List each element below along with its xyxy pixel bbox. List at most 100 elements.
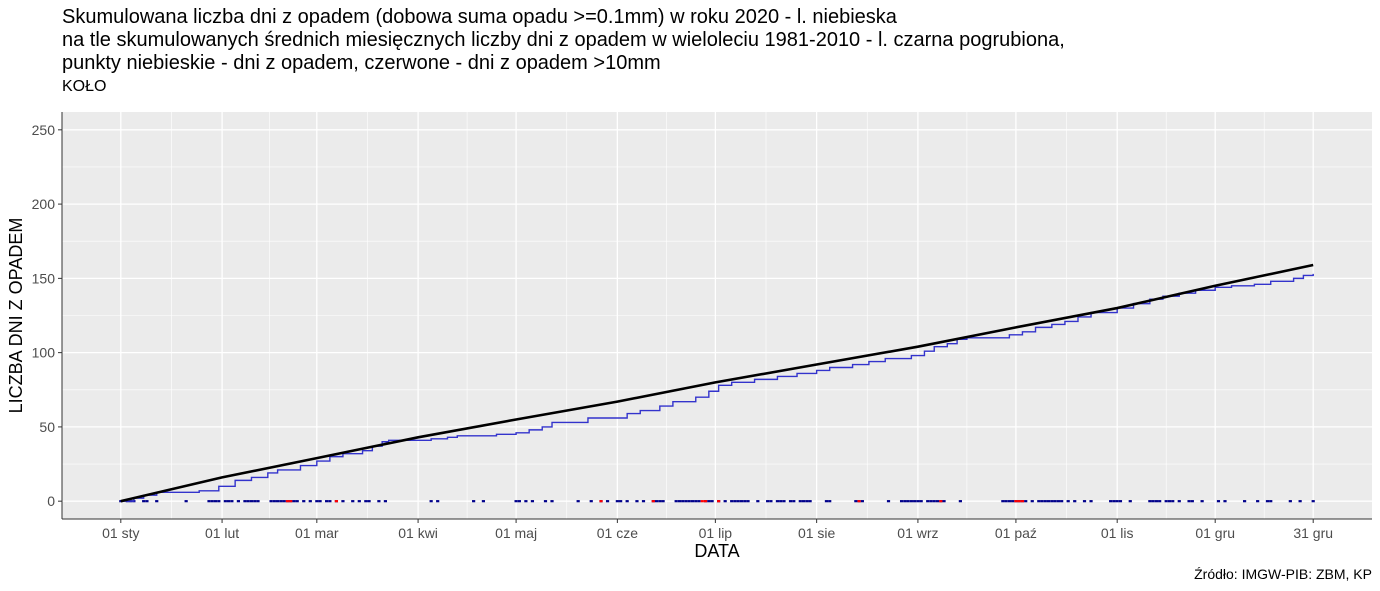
rain-day-point [681,500,685,503]
rain-day-point [1050,500,1054,503]
rain-day-point [1171,500,1175,503]
rain-day-point [710,500,714,503]
rain-day-point [357,500,361,503]
y-tick-label: 150 [32,270,56,286]
rain-day-point [1265,500,1270,503]
rain-day-point [926,500,930,503]
rain-day-point [658,500,662,503]
heavy-rain-day-point [939,500,943,503]
y-tick-label: 250 [32,122,56,138]
x-tick-label: 01 maj [495,525,537,541]
rain-day-point [377,500,381,503]
rain-day-point [739,500,744,503]
rain-day-point [1256,500,1260,503]
rain-day-point [142,500,146,503]
rain-day-point [302,500,306,503]
rain-day-point [223,500,227,503]
rain-day-point [292,500,296,503]
rain-day-point [779,500,783,503]
rain-day-point [615,500,619,503]
rain-day-point [1200,500,1204,503]
rain-day-point [351,500,355,503]
rain-day-point [249,500,254,503]
rain-day-point [1043,500,1047,503]
rain-day-point [743,500,747,503]
y-tick-label: 50 [39,419,55,435]
rain-day-point [661,500,665,503]
rain-day-point [1187,500,1191,503]
rain-day-point [1148,500,1152,503]
x-tick-label: 01 wrz [897,525,938,541]
rain-day-point [1037,500,1041,503]
rain-day-point [227,500,231,503]
rain-day-point [279,500,283,503]
rain-day-point [589,500,593,503]
heavy-rain-day-point [289,500,293,503]
rain-day-point [769,500,773,503]
rain-day-point [1151,500,1155,503]
heavy-rain-day-point [651,500,655,503]
rain-day-point [1154,500,1158,503]
x-tick-label: 01 sie [798,525,836,541]
source-caption: Źródło: IMGW-PIB: ZBM, KP [1194,566,1372,582]
rain-day-point [619,500,623,503]
rain-day-point [472,500,476,503]
rain-day-point [808,500,812,503]
x-tick-label: 01 kwi [398,525,438,541]
rain-day-point [184,500,188,503]
heavy-rain-day-point [599,500,603,503]
chart-title-line-1: Skumulowana liczba dni z opadem (dobowa … [62,6,897,28]
x-tick-label: 01 sty [102,525,139,541]
rain-day-point [1030,500,1034,503]
rain-day-point [886,500,891,503]
rain-day-point [236,500,241,503]
rain-day-point [723,500,727,503]
rain-day-point [1082,500,1087,503]
rain-day-point [1190,500,1194,503]
rain-day-point [932,500,936,503]
rain-day-point [1269,500,1273,503]
heavy-rain-day-point [1020,500,1025,503]
x-tick-label: 31 gru [1293,525,1333,541]
rain-day-point [341,500,345,503]
rain-day-point [364,500,368,503]
rain-day-point [677,500,682,503]
rain-day-point [550,500,554,503]
rain-day-point [766,500,770,503]
rain-day-point [253,500,257,503]
rain-day-point [697,500,701,503]
rain-day-point [1089,500,1093,503]
rain-day-point [1007,500,1011,503]
rain-day-point [854,500,858,503]
rain-day-point [1112,500,1116,503]
rain-day-point [383,500,388,503]
rain-day-point [694,500,698,503]
rain-day-point [1060,500,1064,503]
rain-day-point [903,500,907,503]
series-2020-line [120,273,1314,502]
rain-day-point [909,500,913,503]
rain-day-point [1053,500,1057,503]
rain-day-point [325,500,329,503]
x-tick-label: 01 lip [699,525,733,541]
rain-day-point [318,500,322,503]
rain-day-point [1115,500,1119,503]
rain-day-point [246,500,250,503]
rain-day-point [1311,500,1315,503]
rain-day-point [1128,500,1132,503]
rain-day-point [746,500,750,503]
rain-day-point [687,500,691,503]
rain-day-point [1177,500,1181,503]
heavy-rain-day-point [1017,500,1021,503]
rain-day-point [481,500,486,503]
rain-day-point [756,500,760,503]
heavy-rain-day-points [285,500,1025,503]
rain-day-point [707,500,711,503]
y-tick-label: 100 [32,345,56,361]
rain-day-point [824,500,829,503]
rain-day-point [514,500,518,503]
rain-day-point [935,500,940,503]
x-tick-label: 01 mar [295,525,339,541]
x-axis-title: DATA [694,541,739,561]
